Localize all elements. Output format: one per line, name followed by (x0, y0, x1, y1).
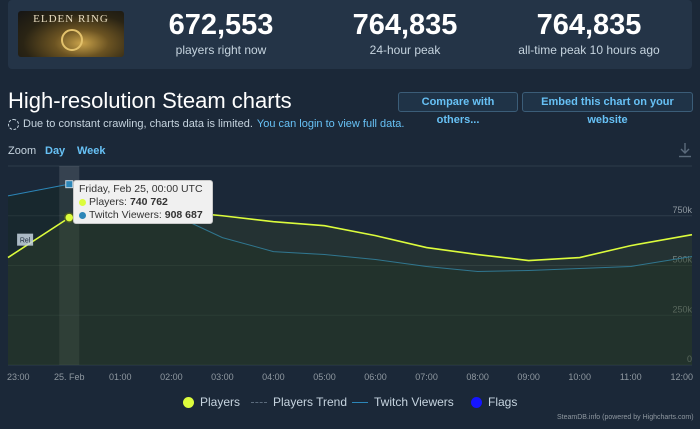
tooltip-players-label: Players: (89, 196, 127, 208)
stat-value: 672,553 (168, 9, 274, 41)
download-icon[interactable] (678, 142, 692, 158)
x-tick-label: 09:00 (517, 372, 540, 382)
tooltip-date: Friday, Feb 25, 00:00 UTC (79, 183, 203, 195)
game-logo[interactable]: ELDEN RING (18, 11, 124, 57)
notice-text: Due to constant crawling, charts data is… (23, 118, 253, 130)
zoom-control: Zoom Day Week (8, 145, 106, 157)
x-tick-label: 08:00 (466, 372, 489, 382)
x-tick-label: 11:00 (620, 372, 642, 382)
tooltip-players-row: Players: 740 762 (79, 196, 207, 209)
stat-label: 24-hour peak (369, 43, 441, 57)
legend-flags-label: Flags (488, 395, 518, 409)
login-link[interactable]: You can login to view full data. (256, 118, 405, 130)
twitch-marker-icon (79, 212, 86, 219)
x-tick-label: 07:00 (415, 372, 438, 382)
x-tick-label: 23:00 (7, 372, 30, 382)
y-tick-label: 0 (687, 354, 692, 364)
page-title: High-resolution Steam charts (8, 88, 292, 113)
y-tick-label: 500k (672, 255, 692, 265)
x-tick-label: 02:00 (160, 372, 183, 382)
compare-button[interactable]: Compare with others... (398, 92, 518, 126)
legend-twitch-viewers[interactable]: Twitch Viewers (352, 395, 454, 409)
stat-24h-peak: 764,835 24-hour peak (310, 8, 500, 57)
twitch-legend-line-icon (352, 401, 368, 403)
zoom-day-button[interactable]: Day (45, 145, 66, 157)
twitch-hover-point (65, 180, 74, 189)
x-tick-label: 04:00 (262, 372, 285, 382)
stats-bar: ELDEN RING 672,553 players right now 764… (8, 0, 692, 69)
players-legend-marker-icon (183, 396, 194, 408)
release-flag (17, 233, 34, 246)
zoom-week-button[interactable]: Week (77, 145, 106, 157)
elden-ring-emblem-icon (61, 29, 83, 51)
x-tick-label: 03:00 (211, 372, 234, 382)
x-tick-label: 10:00 (568, 372, 591, 382)
legend-flags[interactable]: Flags (471, 395, 517, 409)
tooltip-twitch-value: 908 687 (164, 209, 203, 221)
stat-value: 764,835 (536, 9, 642, 41)
legend-players-label: Players (200, 395, 241, 409)
y-tick-label: 250k (672, 304, 692, 314)
flags-legend-marker-icon (471, 396, 482, 408)
game-logo-text: ELDEN RING (33, 13, 109, 25)
chart-credit: SteamDB.info (powered by Highcharts.com) (557, 414, 694, 421)
x-tick-label: 25. Feb (54, 372, 85, 382)
chart-tooltip: Friday, Feb 25, 00:00 UTC Players: 740 7… (73, 180, 213, 224)
data-limited-notice: Due to constant crawling, charts data is… (8, 118, 404, 130)
legend-players[interactable]: Players (183, 395, 240, 409)
tooltip-players-value: 740 762 (129, 196, 168, 208)
tooltip-twitch-row: Twitch Viewers: 908 687 (79, 209, 207, 222)
chart-legend: Players Players Trend Twitch Viewers Fla… (0, 395, 700, 411)
stat-all-time-peak: 764,835 all-time peak 10 hours ago (494, 8, 684, 57)
embed-chart-button[interactable]: Embed this chart on your website (522, 92, 693, 126)
crawl-status-icon (8, 118, 19, 130)
zoom-label: Zoom (8, 145, 37, 157)
release-flag-label: Rel (20, 238, 31, 245)
x-tick-label: 05:00 (313, 372, 336, 382)
legend-players-trend[interactable]: Players Trend (251, 395, 347, 409)
x-tick-label: 01:00 (109, 372, 132, 382)
trend-legend-line-icon (251, 401, 267, 403)
legend-twitch-label: Twitch Viewers (374, 395, 454, 409)
twitch-viewers-area (8, 184, 692, 365)
stat-label: players right now (175, 43, 267, 57)
players-marker-icon (79, 199, 86, 206)
x-tick-label: 12:00 (671, 372, 694, 382)
players-area (8, 210, 692, 365)
stat-players-now: 672,553 players right now (126, 8, 316, 57)
legend-trend-label: Players Trend (273, 395, 348, 409)
y-tick-label: 750k (672, 205, 692, 215)
x-tick-label: 06:00 (364, 372, 387, 382)
tooltip-twitch-label: Twitch Viewers: (89, 209, 162, 221)
stat-label: all-time peak 10 hours ago (518, 43, 660, 57)
stat-value: 764,835 (352, 9, 458, 41)
